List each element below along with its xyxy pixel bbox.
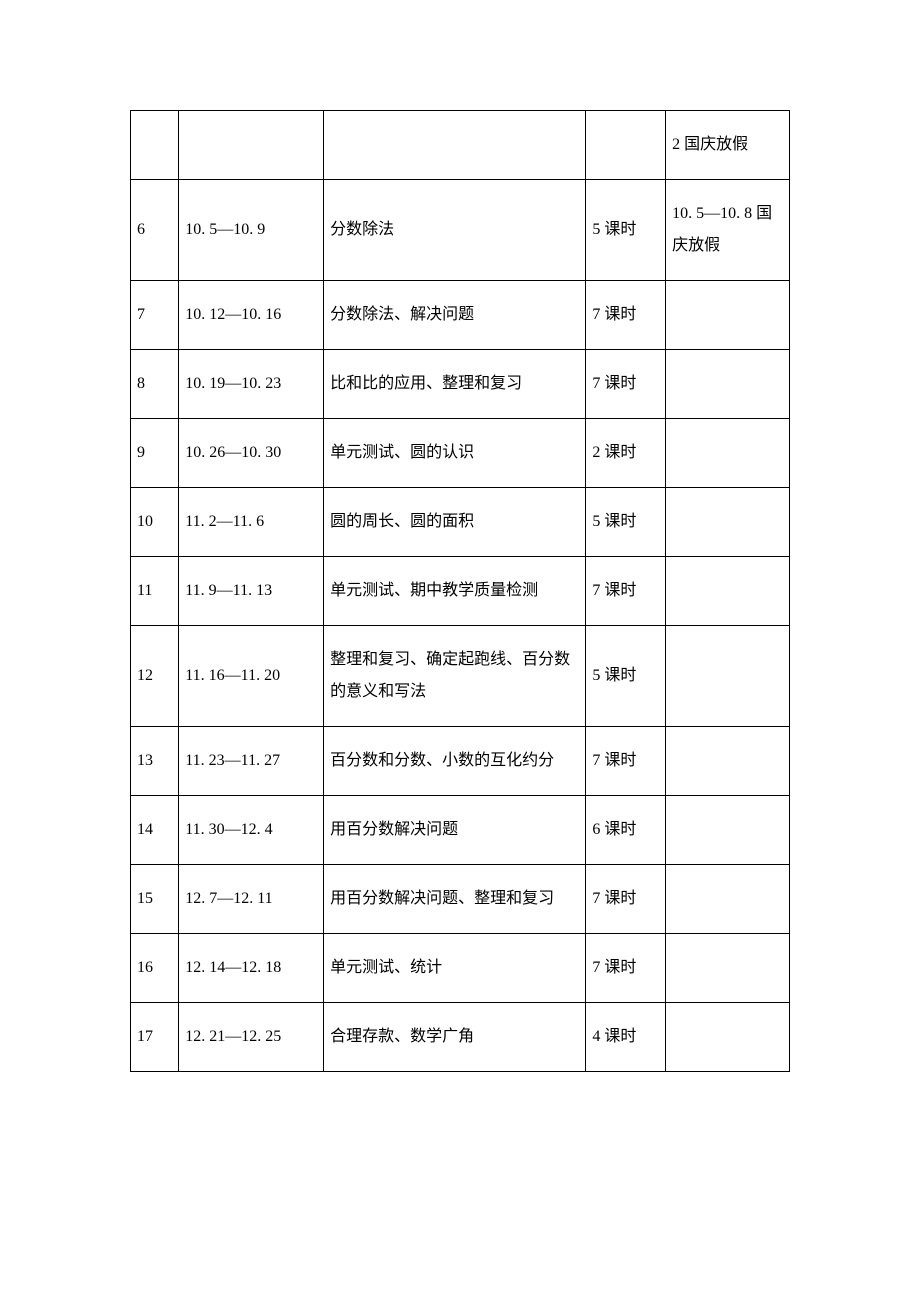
cell-content: 圆的周长、圆的面积	[324, 488, 586, 557]
cell-dates: 12. 7—12. 11	[179, 865, 324, 934]
cell-content: 分数除法	[324, 180, 586, 281]
cell-content	[324, 111, 586, 180]
cell-dates: 11. 30—12. 4	[179, 796, 324, 865]
cell-hours: 7 课时	[586, 557, 666, 626]
cell-hours: 2 课时	[586, 419, 666, 488]
cell-dates: 11. 9—11. 13	[179, 557, 324, 626]
cell-hours	[586, 111, 666, 180]
cell-content: 百分数和分数、小数的互化约分	[324, 727, 586, 796]
cell-week: 9	[131, 419, 179, 488]
table-row: 14 11. 30—12. 4 用百分数解决问题 6 课时	[131, 796, 790, 865]
table-body: 2 国庆放假 6 10. 5—10. 9 分数除法 5 课时 10. 5—10.…	[131, 111, 790, 1072]
cell-week: 10	[131, 488, 179, 557]
cell-hours: 7 课时	[586, 350, 666, 419]
cell-dates: 10. 26—10. 30	[179, 419, 324, 488]
table-row: 10 11. 2—11. 6 圆的周长、圆的面积 5 课时	[131, 488, 790, 557]
cell-hours: 6 课时	[586, 796, 666, 865]
cell-note	[666, 419, 790, 488]
cell-dates: 10. 19—10. 23	[179, 350, 324, 419]
cell-hours: 5 课时	[586, 180, 666, 281]
cell-dates	[179, 111, 324, 180]
cell-dates: 10. 12—10. 16	[179, 281, 324, 350]
cell-note	[666, 796, 790, 865]
table-row: 9 10. 26—10. 30 单元测试、圆的认识 2 课时	[131, 419, 790, 488]
cell-content: 用百分数解决问题	[324, 796, 586, 865]
cell-note	[666, 281, 790, 350]
cell-hours: 7 课时	[586, 727, 666, 796]
cell-note	[666, 488, 790, 557]
cell-week	[131, 111, 179, 180]
cell-week: 11	[131, 557, 179, 626]
cell-content: 单元测试、统计	[324, 934, 586, 1003]
cell-note	[666, 865, 790, 934]
cell-week: 13	[131, 727, 179, 796]
table-row: 6 10. 5—10. 9 分数除法 5 课时 10. 5—10. 8 国庆放假	[131, 180, 790, 281]
cell-hours: 7 课时	[586, 281, 666, 350]
table-row: 17 12. 21—12. 25 合理存款、数学广角 4 课时	[131, 1003, 790, 1072]
cell-hours: 5 课时	[586, 488, 666, 557]
table-row: 13 11. 23—11. 27 百分数和分数、小数的互化约分 7 课时	[131, 727, 790, 796]
cell-content: 用百分数解决问题、整理和复习	[324, 865, 586, 934]
cell-content: 比和比的应用、整理和复习	[324, 350, 586, 419]
cell-note	[666, 626, 790, 727]
cell-week: 16	[131, 934, 179, 1003]
cell-dates: 11. 2—11. 6	[179, 488, 324, 557]
cell-note	[666, 350, 790, 419]
cell-content: 单元测试、期中教学质量检测	[324, 557, 586, 626]
cell-note: 10. 5—10. 8 国庆放假	[666, 180, 790, 281]
cell-hours: 5 课时	[586, 626, 666, 727]
cell-hours: 7 课时	[586, 934, 666, 1003]
cell-content: 单元测试、圆的认识	[324, 419, 586, 488]
cell-week: 6	[131, 180, 179, 281]
cell-week: 17	[131, 1003, 179, 1072]
table-row: 7 10. 12—10. 16 分数除法、解决问题 7 课时	[131, 281, 790, 350]
teaching-schedule-table: 2 国庆放假 6 10. 5—10. 9 分数除法 5 课时 10. 5—10.…	[130, 110, 790, 1072]
cell-content: 合理存款、数学广角	[324, 1003, 586, 1072]
cell-note	[666, 1003, 790, 1072]
cell-dates: 10. 5—10. 9	[179, 180, 324, 281]
cell-dates: 11. 16—11. 20	[179, 626, 324, 727]
table-row: 15 12. 7—12. 11 用百分数解决问题、整理和复习 7 课时	[131, 865, 790, 934]
cell-week: 8	[131, 350, 179, 419]
cell-note: 2 国庆放假	[666, 111, 790, 180]
cell-hours: 4 课时	[586, 1003, 666, 1072]
table-row: 11 11. 9—11. 13 单元测试、期中教学质量检测 7 课时	[131, 557, 790, 626]
cell-note	[666, 934, 790, 1003]
table-row: 16 12. 14—12. 18 单元测试、统计 7 课时	[131, 934, 790, 1003]
cell-dates: 11. 23—11. 27	[179, 727, 324, 796]
cell-week: 15	[131, 865, 179, 934]
cell-note	[666, 727, 790, 796]
cell-hours: 7 课时	[586, 865, 666, 934]
cell-week: 7	[131, 281, 179, 350]
cell-week: 14	[131, 796, 179, 865]
table-row: 12 11. 16—11. 20 整理和复习、确定起跑线、百分数的意义和写法 5…	[131, 626, 790, 727]
cell-dates: 12. 21—12. 25	[179, 1003, 324, 1072]
cell-content: 分数除法、解决问题	[324, 281, 586, 350]
cell-content: 整理和复习、确定起跑线、百分数的意义和写法	[324, 626, 586, 727]
cell-week: 12	[131, 626, 179, 727]
table-row: 8 10. 19—10. 23 比和比的应用、整理和复习 7 课时	[131, 350, 790, 419]
table-row: 2 国庆放假	[131, 111, 790, 180]
cell-note	[666, 557, 790, 626]
cell-dates: 12. 14—12. 18	[179, 934, 324, 1003]
